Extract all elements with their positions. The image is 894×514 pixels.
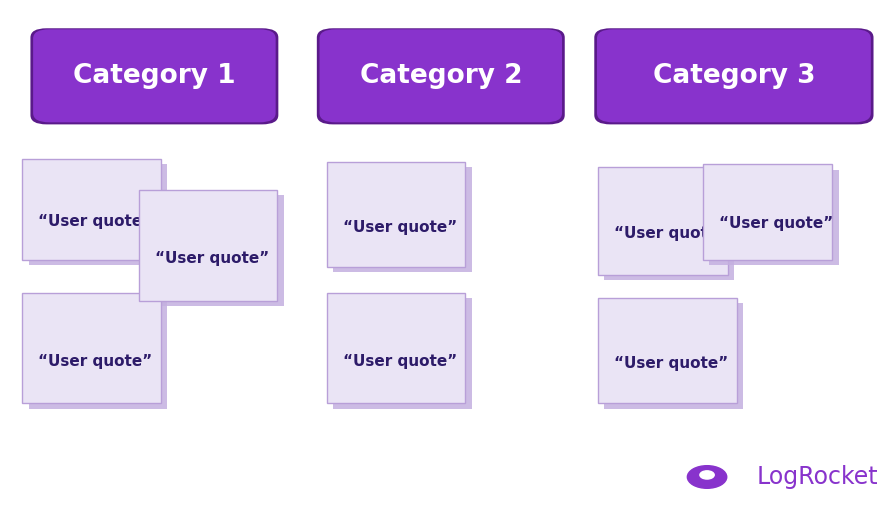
FancyBboxPatch shape [22,293,161,403]
Circle shape [699,471,713,479]
FancyBboxPatch shape [597,298,736,403]
FancyBboxPatch shape [326,162,465,267]
Text: “User quote”: “User quote” [38,354,153,369]
FancyBboxPatch shape [139,190,277,301]
Text: “User quote”: “User quote” [613,227,728,242]
FancyBboxPatch shape [594,28,873,124]
FancyBboxPatch shape [33,29,275,122]
Text: “User quote”: “User quote” [155,251,269,266]
FancyBboxPatch shape [708,170,838,265]
FancyBboxPatch shape [333,298,471,409]
FancyBboxPatch shape [30,28,278,124]
FancyBboxPatch shape [603,172,733,280]
FancyBboxPatch shape [319,29,561,122]
FancyBboxPatch shape [702,164,831,260]
Text: Category 3: Category 3 [652,63,814,89]
Circle shape [687,466,726,488]
FancyBboxPatch shape [29,298,167,409]
Text: “User quote”: “User quote” [613,356,728,371]
Text: “User quote”: “User quote” [342,220,457,235]
FancyBboxPatch shape [603,303,742,409]
Text: Category 2: Category 2 [359,63,521,89]
FancyBboxPatch shape [145,195,283,306]
FancyBboxPatch shape [596,29,870,122]
FancyBboxPatch shape [22,159,161,260]
FancyBboxPatch shape [597,167,727,275]
Text: “User quote”: “User quote” [718,216,832,231]
FancyBboxPatch shape [333,167,471,272]
Text: “User quote”: “User quote” [38,214,153,229]
Text: LogRocket: LogRocket [755,465,877,489]
FancyBboxPatch shape [326,293,465,403]
Text: Category 1: Category 1 [73,63,235,89]
FancyBboxPatch shape [316,28,564,124]
FancyBboxPatch shape [29,164,167,265]
Text: “User quote”: “User quote” [342,354,457,369]
